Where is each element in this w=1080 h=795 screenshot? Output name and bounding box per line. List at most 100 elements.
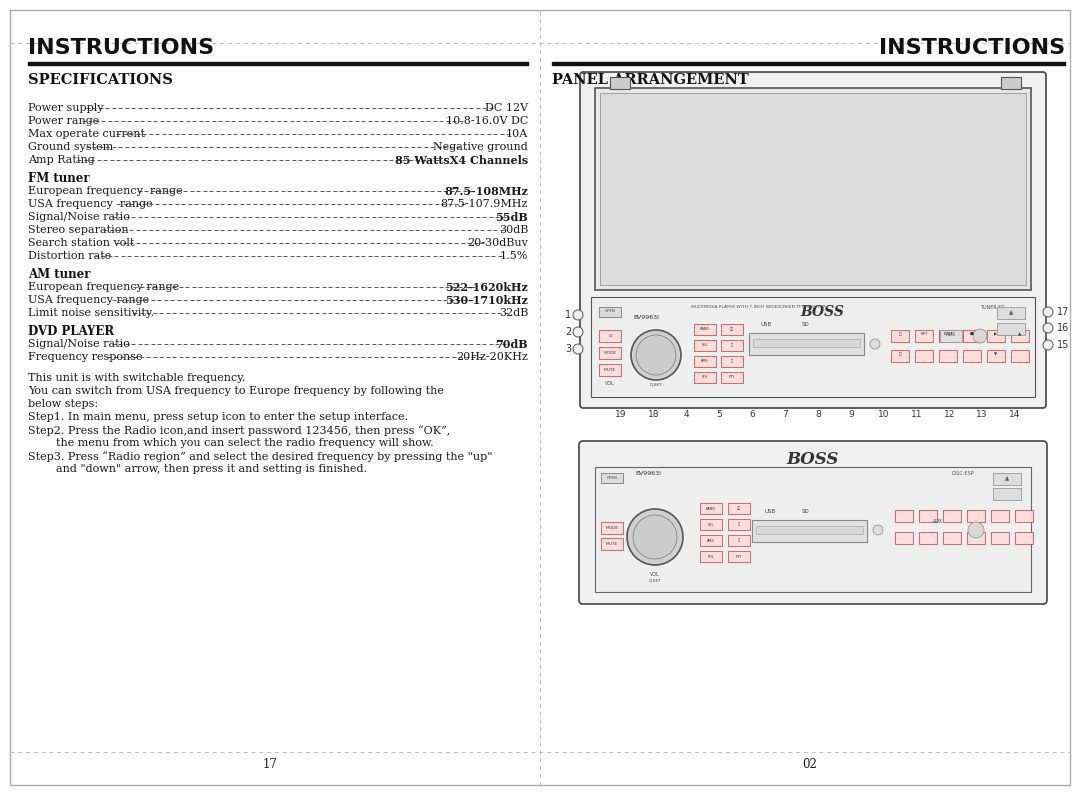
- Text: FFS: FFS: [707, 554, 714, 559]
- Bar: [700, 535, 723, 546]
- Text: ▲: ▲: [1018, 332, 1022, 336]
- Text: INSTRUCTIONS: INSTRUCTIONS: [28, 38, 214, 58]
- Text: BAND: BAND: [706, 506, 716, 510]
- Text: MULTIMEDIA PLAYER WITH 7-INCH WIDESCREEN TFT MONITOR: MULTIMEDIA PLAYER WITH 7-INCH WIDESCREEN…: [691, 305, 826, 309]
- Bar: [750, 333, 864, 355]
- Text: 55dB: 55dB: [496, 212, 528, 223]
- Bar: [1015, 532, 1032, 544]
- Bar: [967, 532, 985, 544]
- Bar: [694, 324, 716, 335]
- Circle shape: [1043, 323, 1053, 333]
- Text: 9: 9: [848, 410, 853, 419]
- Text: Amp Rating: Amp Rating: [28, 155, 98, 165]
- Bar: [728, 503, 750, 514]
- Text: 10A: 10A: [505, 129, 528, 139]
- Bar: [963, 350, 981, 362]
- Bar: [991, 510, 1009, 522]
- Bar: [721, 356, 743, 367]
- FancyBboxPatch shape: [580, 72, 1047, 408]
- Text: 20-30dBuv: 20-30dBuv: [468, 238, 528, 248]
- Text: 19: 19: [616, 410, 626, 419]
- Text: 02: 02: [802, 758, 818, 771]
- Bar: [915, 330, 933, 342]
- Bar: [694, 340, 716, 351]
- Text: USA frequency  range: USA frequency range: [28, 199, 152, 209]
- Text: 2: 2: [565, 327, 571, 337]
- Text: Signal/Noise ratio: Signal/Noise ratio: [28, 212, 133, 222]
- Bar: [721, 324, 743, 335]
- Text: Signal/Noise ratio: Signal/Noise ratio: [28, 339, 133, 349]
- Text: Negative ground: Negative ground: [433, 142, 528, 152]
- Bar: [600, 538, 623, 550]
- Bar: [1011, 330, 1029, 342]
- Text: 32dB: 32dB: [499, 308, 528, 318]
- Text: ⏮: ⏮: [731, 343, 733, 347]
- Text: below steps:: below steps:: [28, 399, 98, 409]
- Bar: [728, 535, 750, 546]
- Text: ⏭: ⏭: [899, 352, 901, 356]
- Text: Q.SET: Q.SET: [649, 383, 662, 387]
- Text: 3: 3: [565, 344, 571, 354]
- Bar: [997, 307, 1025, 319]
- Text: Limit noise sensitivity.: Limit noise sensitivity.: [28, 308, 154, 318]
- Bar: [895, 510, 913, 522]
- Text: 17: 17: [262, 758, 278, 771]
- Bar: [919, 510, 937, 522]
- Text: FFS: FFS: [702, 375, 708, 379]
- Circle shape: [573, 310, 583, 320]
- Circle shape: [627, 509, 683, 565]
- Text: BAND: BAND: [700, 328, 710, 332]
- Text: FM tuner: FM tuner: [28, 172, 90, 185]
- Bar: [599, 347, 621, 359]
- Bar: [721, 372, 743, 383]
- Text: ▲: ▲: [1004, 476, 1009, 482]
- Text: VOL: VOL: [605, 381, 615, 386]
- Circle shape: [573, 344, 583, 354]
- Text: MUTE: MUTE: [606, 542, 618, 546]
- Bar: [591, 297, 1035, 397]
- Bar: [694, 372, 716, 383]
- Text: 1: 1: [565, 310, 571, 320]
- Text: 7: 7: [782, 410, 788, 419]
- Text: ■: ■: [970, 332, 974, 336]
- Text: Step1. In main menu, press setup icon to enter the setup interface.: Step1. In main menu, press setup icon to…: [28, 412, 408, 422]
- Bar: [728, 551, 750, 562]
- Bar: [993, 488, 1021, 500]
- Text: INSTRUCTIONS: INSTRUCTIONS: [879, 38, 1065, 58]
- Text: the menu from which you can select the radio frequency will show.: the menu from which you can select the r…: [28, 438, 434, 448]
- Text: 4: 4: [684, 410, 689, 419]
- Bar: [600, 93, 1026, 285]
- Text: Stereo separation: Stereo separation: [28, 225, 129, 235]
- Text: DC 12V: DC 12V: [485, 103, 528, 113]
- Bar: [940, 330, 962, 342]
- Text: 17: 17: [1057, 307, 1069, 317]
- Circle shape: [968, 522, 984, 538]
- Bar: [599, 330, 621, 342]
- Circle shape: [631, 330, 681, 380]
- Text: Max operate current: Max operate current: [28, 129, 149, 139]
- Text: PTY: PTY: [729, 375, 735, 379]
- Text: OPEN: OPEN: [607, 476, 618, 480]
- Text: PTY: PTY: [735, 554, 742, 559]
- Text: ▶: ▶: [995, 332, 998, 336]
- Bar: [943, 532, 961, 544]
- Bar: [700, 503, 723, 514]
- Text: ⏮⏭: ⏮⏭: [730, 328, 734, 332]
- Text: ⊙: ⊙: [608, 334, 611, 338]
- Text: Power supply: Power supply: [28, 103, 107, 113]
- Bar: [752, 520, 867, 542]
- Bar: [993, 473, 1021, 485]
- Text: 13: 13: [976, 410, 988, 419]
- Bar: [728, 519, 750, 530]
- Bar: [891, 350, 909, 362]
- Bar: [939, 350, 957, 362]
- Circle shape: [636, 335, 676, 375]
- Text: ▲: ▲: [1009, 311, 1013, 316]
- Text: 10.8-16.0V DC: 10.8-16.0V DC: [446, 116, 528, 126]
- Text: 8: 8: [815, 410, 821, 419]
- Text: 16: 16: [1057, 323, 1069, 333]
- Bar: [939, 330, 957, 342]
- Bar: [987, 330, 1005, 342]
- Text: This unit is with switchable frequency.: This unit is with switchable frequency.: [28, 373, 245, 383]
- Text: MODE: MODE: [606, 526, 619, 530]
